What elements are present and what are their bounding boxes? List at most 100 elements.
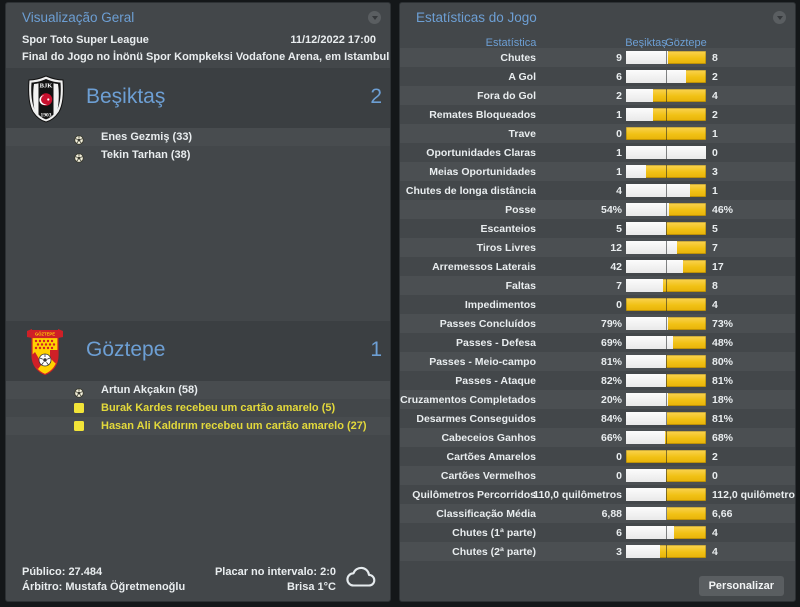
stat-row: Fora do Gol 2 4	[400, 86, 795, 105]
stat-comparison-bar	[626, 545, 706, 558]
stat-label: Chutes (2ª parte)	[452, 545, 536, 558]
goal-ball-icon	[74, 385, 84, 398]
stat-home-value: 1	[616, 108, 622, 121]
stat-away-value: 2	[712, 70, 718, 83]
goal-ball-icon	[74, 150, 84, 163]
stat-home-value: 0	[616, 469, 622, 482]
stat-label: Quilômetros Percorridos	[412, 488, 536, 501]
stat-home-value: 12	[610, 241, 622, 254]
halftime-score-text: Placar no intervalo: 2:0	[214, 566, 336, 578]
stat-label: Remates Bloqueados	[429, 108, 536, 121]
away-team-score: 1	[370, 338, 382, 361]
stat-away-value: 1	[712, 127, 718, 140]
stat-away-value: 17	[712, 260, 724, 273]
stat-label: Passes Concluídos	[439, 317, 536, 330]
stat-label: Cruzamentos Completados	[400, 393, 536, 406]
stat-row: Arremessos Laterais 42 17	[400, 257, 795, 276]
stat-label: Cartões Amarelos	[446, 450, 536, 463]
away-team-name[interactable]: Göztepe	[86, 338, 166, 361]
stat-row: Tiros Livres 12 7	[400, 238, 795, 257]
stat-home-value: 1	[616, 165, 622, 178]
stat-away-value: 4	[712, 526, 718, 539]
stat-label: Meias Oportunidades	[429, 165, 536, 178]
stat-home-value: 69%	[600, 336, 622, 349]
overview-panel-title: Visualização Geral	[22, 10, 135, 25]
stat-label: A Gol	[508, 70, 536, 83]
stat-label: Chutes (1ª parte)	[452, 526, 536, 539]
stat-home-value: 66%	[600, 431, 622, 444]
stat-home-value: 20%	[600, 393, 622, 406]
stat-away-value: 1	[712, 184, 718, 197]
panel-collapse-icon[interactable]	[368, 11, 381, 24]
stat-home-value: 42	[610, 260, 622, 273]
stat-label: Escanteios	[480, 222, 536, 235]
stat-home-value: 110,0 quilômetros	[533, 488, 622, 501]
stat-comparison-bar	[626, 374, 706, 387]
stat-away-value: 68%	[712, 431, 734, 444]
stat-home-value: 0	[616, 450, 622, 463]
event-row: Enes Gezmiş (33)	[6, 128, 390, 146]
goztepe-crest-icon: GÖZTEPE	[26, 328, 64, 381]
home-team-band: BJK 1903 Beşiktaş 2	[6, 68, 390, 128]
stat-away-value: 2	[712, 450, 718, 463]
stat-label: Cartões Vermelhos	[440, 469, 536, 482]
stats-panel: Estatísticas do Jogo Estatística Beşikta…	[399, 2, 796, 602]
stat-label: Passes - Meio-campo	[429, 355, 536, 368]
stat-row: Desarmes Conseguidos 84% 81%	[400, 409, 795, 428]
stat-comparison-bar	[626, 507, 706, 520]
stat-away-value: 80%	[712, 355, 734, 368]
stat-home-value: 0	[616, 298, 622, 311]
goal-ball-icon	[74, 132, 84, 145]
stat-label: Faltas	[505, 279, 536, 292]
stat-comparison-bar	[626, 203, 706, 216]
stat-away-value: 81%	[712, 374, 734, 387]
stat-comparison-bar	[626, 450, 706, 463]
stat-comparison-bar	[626, 222, 706, 235]
svg-text:GÖZTEPE: GÖZTEPE	[35, 332, 55, 337]
stat-row: Oportunidades Claras 1 0	[400, 143, 795, 162]
stat-away-value: 81%	[712, 412, 734, 425]
stat-row: Passes Concluídos 79% 73%	[400, 314, 795, 333]
stat-home-value: 6,88	[601, 507, 622, 520]
panel-collapse-icon[interactable]	[773, 11, 786, 24]
stat-away-value: 3	[712, 165, 718, 178]
stat-rows: Chutes 9 8 A Gol 6 2 Fora do Gol 2 4 Remates Bloq…	[400, 48, 795, 561]
stat-comparison-bar	[626, 412, 706, 425]
stat-label: Cabeceios Ganhos	[441, 431, 536, 444]
event-text: Tekin Tarhan (38)	[101, 149, 191, 161]
stat-away-value: 18%	[712, 393, 734, 406]
stat-away-value: 8	[712, 279, 718, 292]
stat-away-value: 112,0 quilômetros	[712, 488, 796, 501]
event-row: Hasan Ali Kaldırım recebeu um cartão ama…	[6, 417, 390, 435]
stat-home-value: 4	[616, 184, 622, 197]
stat-home-value: 84%	[600, 412, 622, 425]
stat-comparison-bar	[626, 355, 706, 368]
svg-text:BJK: BJK	[40, 83, 53, 90]
stat-away-value: 46%	[712, 203, 734, 216]
cloud-icon	[344, 566, 378, 595]
stat-comparison-bar	[626, 298, 706, 311]
stat-label: Classificação Média	[436, 507, 536, 520]
stat-away-value: 6,66	[712, 507, 733, 520]
stat-away-value: 4	[712, 89, 718, 102]
stat-label: Impedimentos	[464, 298, 536, 311]
stat-comparison-bar	[626, 526, 706, 539]
stat-row: Trave 0 1	[400, 124, 795, 143]
event-text: Enes Gezmiş (33)	[101, 131, 193, 143]
away-team-band: GÖZTEPE Göztepe 1	[6, 321, 390, 381]
stat-comparison-bar	[626, 184, 706, 197]
attendance-text: Público: 27.484	[22, 566, 103, 578]
away-column-label: Göztepe	[665, 37, 707, 49]
stat-column-label: Estatística	[485, 37, 537, 49]
stat-home-value: 9	[616, 51, 622, 64]
stat-away-value: 48%	[712, 336, 734, 349]
stat-row: Passes - Ataque 82% 81%	[400, 371, 795, 390]
stat-comparison-bar	[626, 393, 706, 406]
home-team-name[interactable]: Beşiktaş	[86, 85, 166, 108]
stat-home-value: 82%	[600, 374, 622, 387]
venue-line: Final do Jogo no İnönü Spor Kompkeksi Vo…	[22, 51, 390, 63]
stat-label: Oportunidades Claras	[426, 146, 536, 159]
stat-comparison-bar	[626, 336, 706, 349]
stat-row: Chutes (2ª parte) 3 4	[400, 542, 795, 561]
personalize-button[interactable]: Personalizar	[698, 576, 784, 596]
